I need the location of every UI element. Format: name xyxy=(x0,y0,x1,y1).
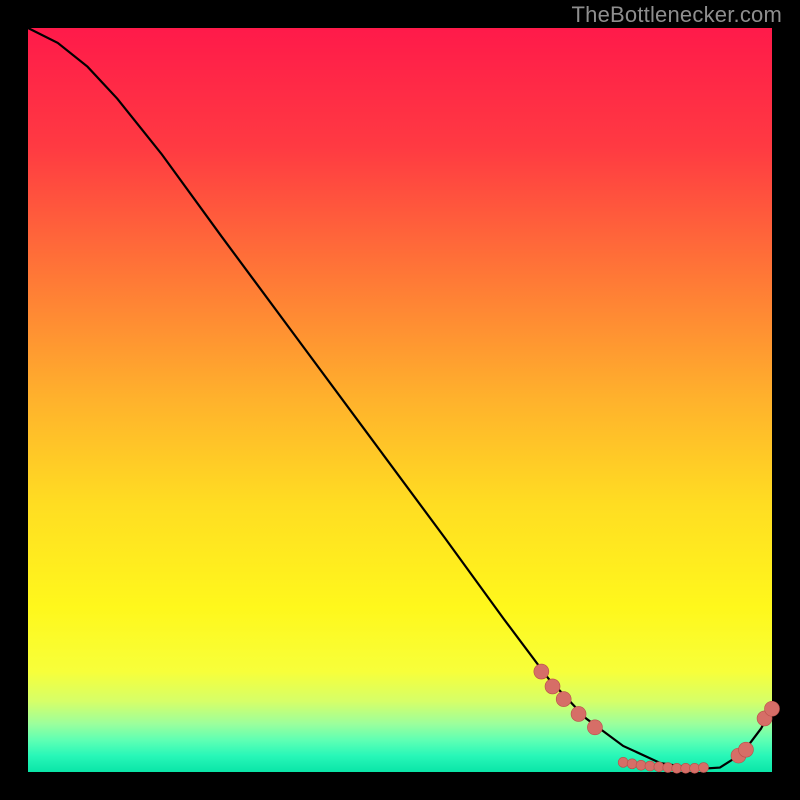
data-marker xyxy=(571,706,586,721)
chart-container: TheBottlenecker.com xyxy=(0,0,800,800)
data-marker xyxy=(699,763,709,773)
data-marker xyxy=(663,763,673,773)
bottleneck-chart xyxy=(0,0,800,800)
plot-gradient-background xyxy=(28,28,772,772)
data-marker xyxy=(765,701,780,716)
data-marker xyxy=(587,720,602,735)
data-marker xyxy=(738,742,753,757)
data-marker xyxy=(556,692,571,707)
data-marker xyxy=(690,763,700,773)
data-marker xyxy=(681,763,691,773)
data-marker xyxy=(636,760,646,770)
data-marker xyxy=(645,761,655,771)
data-marker xyxy=(545,679,560,694)
data-marker xyxy=(654,762,664,772)
data-marker xyxy=(618,757,628,767)
data-marker xyxy=(672,763,682,773)
data-marker xyxy=(534,664,549,679)
data-marker xyxy=(627,759,637,769)
